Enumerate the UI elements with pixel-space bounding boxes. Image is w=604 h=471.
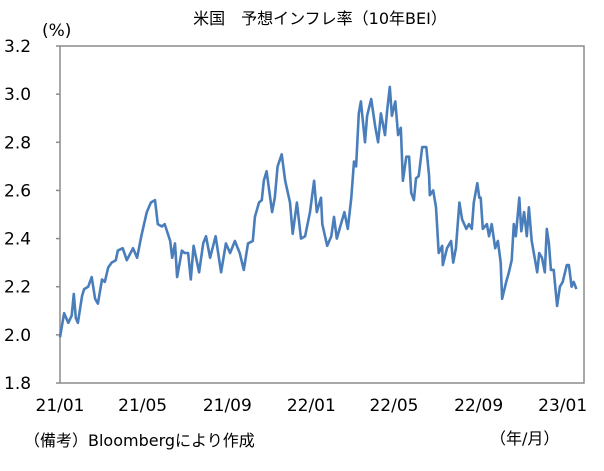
x-tick-label: 21/01 <box>36 396 85 416</box>
x-axis: 21/01 21/05 21/09 22/01 22/05 22/09 23/01 <box>36 396 588 416</box>
chart-title: 米国 予想インフレ率（10年BEI） <box>193 9 447 28</box>
y-tick-label: 3.0 <box>4 85 31 105</box>
series-group <box>58 85 578 338</box>
y-tick-label: 2.2 <box>4 278 31 298</box>
y-tick-label: 3.2 <box>4 37 31 57</box>
x-axis-unit: （年/月） <box>490 429 559 448</box>
series-line <box>58 85 578 338</box>
x-tick-label: 21/05 <box>118 396 167 416</box>
y-tick-label: 1.8 <box>4 374 31 394</box>
x-tick-label: 21/09 <box>203 396 252 416</box>
x-tick-label: 22/01 <box>287 396 336 416</box>
y-tick-label: 2.6 <box>4 181 31 201</box>
y-axis: 1.8 2.0 2.2 2.4 2.6 2.8 3.0 3.2 <box>4 37 60 394</box>
x-tick-label: 23/01 <box>538 396 587 416</box>
y-tick-label: 2.8 <box>4 133 31 153</box>
y-axis-unit: (%) <box>42 21 71 41</box>
source-note: （備考）Bloombergにより作成 <box>24 431 255 450</box>
y-tick-label: 2.4 <box>4 230 31 250</box>
y-tick-label: 2.0 <box>4 326 31 346</box>
x-tick-label: 22/09 <box>454 396 503 416</box>
x-tick-label: 22/05 <box>369 396 418 416</box>
